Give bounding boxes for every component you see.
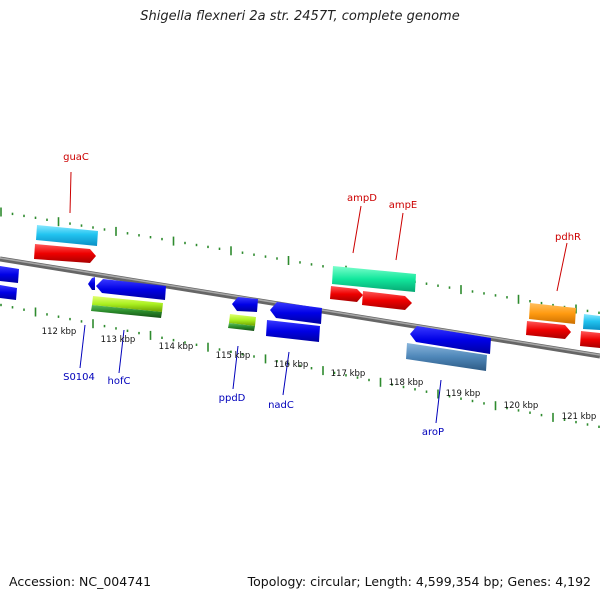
gene-ampD-mint-arrow[interactable]	[332, 266, 416, 292]
gene-ppdD-lime-arrow[interactable]	[229, 314, 256, 326]
gene-ppdD-blue-arrow[interactable]	[232, 297, 258, 312]
gene-ampE-red-arrow[interactable]	[362, 291, 412, 310]
gene-pdhR-red-arrow[interactable]	[526, 321, 571, 339]
pdhR-label[interactable]: pdhR	[555, 232, 581, 243]
gene-aroP-blue-arrow[interactable]	[410, 326, 491, 354]
reverse-features	[0, 266, 491, 371]
pdhR-label-leader	[556, 242, 568, 292]
gene-hofC-lime-arrow[interactable]	[92, 296, 163, 312]
S0104-label-leader	[79, 324, 86, 369]
gene-pdhR-orange-arrow[interactable]	[529, 303, 576, 324]
gene-nadC-blue-arrow-1[interactable]	[270, 302, 322, 324]
nadC-label-leader	[282, 351, 290, 396]
gene-S0104-blue-arrow[interactable]	[88, 277, 95, 290]
scale-label-113: 113 kbp	[101, 335, 136, 345]
gene-edge-red-arrow[interactable]	[580, 331, 600, 348]
S0104-label[interactable]: S0104	[63, 372, 95, 383]
scale-label-115: 115 kbp	[216, 351, 251, 361]
map-title: Shigella flexneri 2a str. 2457T, complet…	[140, 9, 460, 24]
scale-label-121: 121 kbp	[562, 412, 597, 422]
aroP-label-leader	[435, 379, 442, 424]
ampD-label[interactable]: ampD	[347, 193, 377, 204]
ampE-label[interactable]: ampE	[389, 200, 418, 211]
ampD-label-leader	[352, 205, 362, 254]
gene-ppdD-green-arrow[interactable]	[228, 323, 255, 331]
gene-edge-cyan-arrow[interactable]	[583, 314, 600, 330]
scale-label-114: 114 kbp	[159, 342, 194, 352]
scale-label-112: 112 kbp	[42, 327, 77, 337]
scale-label-119: 119 kbp	[446, 389, 481, 399]
forward-gene-labels: guaC ampD ampE pdhR	[63, 152, 581, 292]
guaC-label-leader	[69, 171, 72, 214]
hofC-label[interactable]: hofC	[108, 376, 131, 387]
gene-edge-blue-arrow-2[interactable]	[0, 285, 17, 300]
accession-label: Accession: NC_004741	[9, 574, 152, 589]
ampE-label-leader	[395, 212, 404, 261]
scale-label-118: 118 kbp	[389, 378, 424, 388]
reverse-gene-labels: S0104 hofC ppdD nadC aroP	[63, 324, 444, 438]
gene-hofC-green-arrow[interactable]	[91, 305, 162, 318]
reverse-strand-ticks	[0, 303, 600, 428]
gene-edge-blue-arrow-1[interactable]	[0, 266, 19, 283]
aroP-label[interactable]: aroP	[422, 427, 444, 438]
gene-hofC-blue-arrow[interactable]	[96, 279, 166, 300]
ppdD-label-leader	[232, 345, 239, 390]
scale-label-120: 120 kbp	[504, 401, 539, 411]
nadC-label[interactable]: nadC	[268, 400, 294, 411]
hofC-label-leader	[118, 329, 125, 374]
gene-ampD-red-arrow[interactable]	[330, 286, 363, 302]
scale-label-116: 116 kbp	[274, 360, 309, 370]
gene-guaC-cyan-arrow[interactable]	[36, 225, 98, 246]
scale-label-117: 117 kbp	[331, 369, 366, 379]
gene-nadC-blue-arrow-2[interactable]	[266, 320, 320, 342]
gene-guaC-red-arrow[interactable]	[34, 244, 96, 263]
guaC-label[interactable]: guaC	[63, 152, 89, 163]
gene-aroP-steel-arrow[interactable]	[406, 343, 487, 371]
genome-summary-label: Topology: circular; Length: 4,599,354 bp…	[247, 574, 591, 589]
forward-features	[34, 225, 600, 348]
ppdD-label[interactable]: ppdD	[219, 393, 246, 404]
scale-labels: 112 kbp 113 kbp 114 kbp 115 kbp 116 kbp …	[42, 327, 597, 422]
